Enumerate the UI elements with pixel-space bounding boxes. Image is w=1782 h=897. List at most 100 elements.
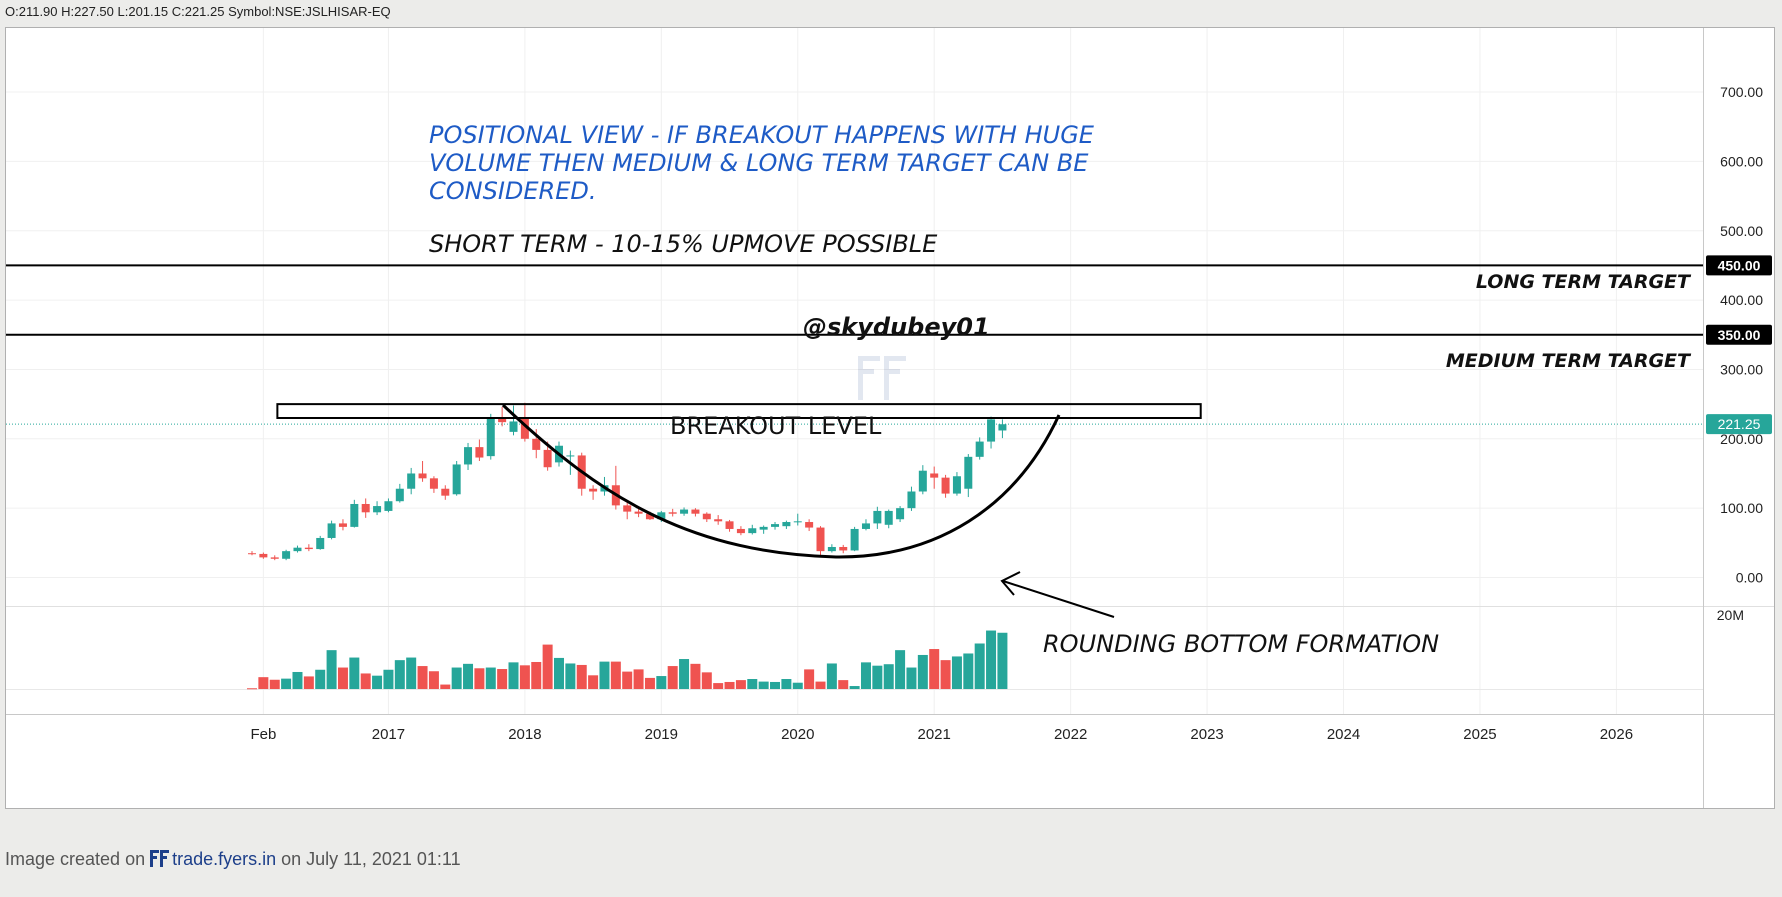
volume-bar (770, 681, 781, 689)
volume-bar (701, 672, 712, 689)
candle-body (952, 476, 961, 494)
author-handle: @skydubey01 (803, 313, 990, 341)
volume-bar (804, 669, 815, 689)
candle-body (407, 473, 416, 489)
volume-bar (440, 684, 451, 689)
candle-body (816, 527, 825, 552)
x-tick-label: 2019 (645, 726, 678, 743)
pattern-label: ROUNDING BOTTOM FORMATION (1043, 630, 1439, 658)
x-tick-label: 2018 (508, 726, 541, 743)
volume-bar (644, 677, 655, 689)
long-term-target-label: LONG TERM TARGET (1476, 271, 1692, 293)
candle-body (964, 456, 973, 489)
target-levels (6, 264, 1703, 336)
candle-body (680, 509, 689, 514)
medium-term-target-label: MEDIUM TERM TARGET (1446, 350, 1692, 372)
x-tick-label: 2017 (372, 726, 405, 743)
candle-body (714, 519, 723, 522)
volume-bar (895, 650, 906, 689)
volume-bar (349, 657, 360, 689)
price-chart[interactable]: POSITIONAL VIEW - IF BREAKOUT HAPPENS WI… (6, 28, 1774, 808)
candle-body (861, 523, 870, 529)
headline-line-1: POSITIONAL VIEW - IF BREAKOUT HAPPENS WI… (429, 121, 1095, 149)
volume-bar (633, 669, 644, 689)
volume-bar (690, 663, 701, 689)
volume-bar (553, 657, 564, 689)
level-tag (1706, 255, 1772, 276)
y-tick-label: 200.00 (1720, 431, 1763, 447)
level-tag-label: 450.00 (1718, 257, 1761, 273)
last-price-tag (1706, 414, 1772, 435)
x-tick-label: 2024 (1327, 726, 1360, 743)
candle-body (316, 537, 325, 550)
volume-bar (815, 681, 826, 689)
volume-bar (679, 659, 690, 689)
candle-body (395, 488, 404, 502)
volume-bar (872, 665, 883, 689)
volume-bar (917, 654, 928, 689)
candle-body (748, 528, 757, 534)
volume-bar (747, 679, 758, 689)
candle-body (293, 547, 302, 552)
x-tick-label: 2020 (781, 726, 814, 743)
candle-body (566, 455, 575, 457)
footer-prefix: Image created on (5, 849, 151, 869)
candle-body (259, 553, 268, 558)
volume-bar (565, 663, 576, 689)
candle-body (668, 512, 677, 514)
candle-body (350, 503, 359, 527)
x-tick-label: 2023 (1190, 726, 1223, 743)
candle-body (736, 528, 745, 534)
volume-bars (247, 630, 1008, 690)
candle-body (589, 488, 598, 492)
candle-body (691, 509, 700, 514)
volume-bar (860, 662, 871, 689)
volume-bar (292, 671, 303, 689)
pattern-arrow[interactable] (1000, 571, 1115, 618)
candle-body (543, 449, 552, 468)
volume-bar (826, 663, 837, 689)
candle-body (873, 510, 882, 524)
candle-body (282, 551, 291, 559)
y-tick-label: 400.00 (1720, 292, 1763, 308)
y-tick-label: 600.00 (1720, 153, 1763, 169)
y-tick-label: 100.00 (1720, 500, 1763, 516)
volume-bar (610, 661, 621, 689)
candle-body (725, 521, 734, 529)
volume-bar (474, 668, 485, 689)
rounding-bottom-curve[interactable] (501, 403, 1061, 559)
volume-bar (315, 669, 326, 689)
volume-bar (576, 664, 587, 689)
candle-body (918, 470, 927, 492)
footer-suffix: on July 11, 2021 01:11 (276, 849, 461, 869)
breakout-zone[interactable] (276, 403, 1202, 419)
volume-bar (906, 667, 917, 689)
candle-body (270, 557, 279, 559)
level-tag-label: 350.00 (1718, 327, 1761, 343)
volume-bar (656, 676, 667, 689)
volume-bar (428, 671, 439, 689)
volume-bar (883, 664, 894, 689)
volume-bar (838, 680, 849, 689)
chart-frame[interactable]: POSITIONAL VIEW - IF BREAKOUT HAPPENS WI… (5, 27, 1775, 809)
footer-brand-link[interactable]: trade.fyers.in (172, 849, 277, 869)
fyers-watermark (858, 356, 906, 400)
candle-body (657, 512, 666, 520)
volume-bar (713, 683, 724, 689)
volume-bar (281, 678, 292, 689)
candle-body (452, 464, 461, 495)
candle-body (975, 441, 984, 457)
footer: Image created on trade.fyers.in on July … (5, 849, 461, 870)
volume-bar (417, 666, 428, 689)
volume-bar (542, 644, 553, 689)
fyers-logo-icon (150, 850, 170, 867)
volume-bar (463, 663, 474, 689)
volume-bar (269, 679, 280, 689)
candle-body (839, 546, 848, 551)
candle-body (759, 526, 768, 530)
headline-line-2: VOLUME THEN MEDIUM & LONG TERM TARGET CA… (429, 149, 1089, 177)
candles (248, 402, 1007, 561)
candle-body (884, 510, 893, 525)
candle-body (941, 477, 950, 494)
volume-bar (531, 661, 542, 689)
